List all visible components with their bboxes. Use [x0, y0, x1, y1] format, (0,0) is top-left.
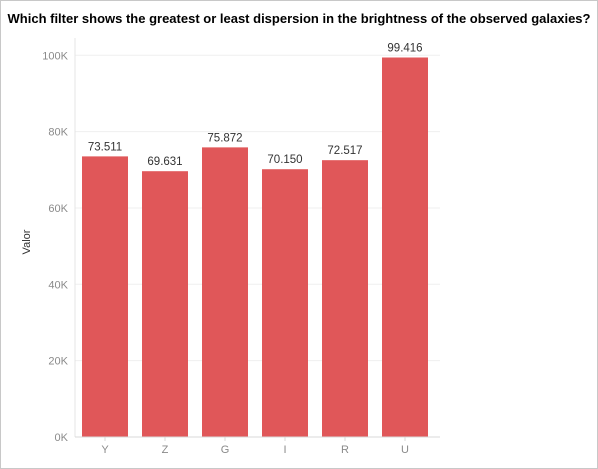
y-axis-title: Valor: [21, 229, 33, 254]
value-labels: 73.511 69.631 75.872 70.150 72.517 99.416: [88, 42, 423, 168]
x-tick-label-z: Z: [162, 444, 169, 456]
value-label-z: 69.631: [147, 156, 182, 168]
y-tick-label: 40K: [48, 279, 68, 291]
gridlines: [75, 54, 440, 362]
bar-u: [382, 57, 428, 438]
bars: [82, 57, 428, 438]
y-tick-label: 60K: [48, 203, 68, 215]
value-label-g: 75.872: [207, 132, 242, 144]
y-tick-label: 0K: [55, 432, 69, 444]
chart-title: Which filter shows the greatest or least…: [7, 11, 591, 26]
value-label-i: 70.150: [267, 154, 302, 166]
bar-i: [262, 169, 308, 437]
x-tick-label-u: U: [401, 444, 409, 456]
bar-r: [322, 160, 368, 437]
value-label-u: 99.416: [387, 42, 422, 54]
x-tick-label-y: Y: [101, 444, 109, 456]
bar-g: [202, 147, 248, 437]
x-tick-label-r: R: [341, 444, 349, 456]
y-tick-label: 80K: [48, 127, 68, 139]
x-tick-label-i: I: [283, 444, 286, 456]
axes: 0K 20K 40K 60K 80K 100K Y Z G I R U: [42, 38, 440, 456]
x-tick-label-g: G: [221, 444, 230, 456]
value-label-y: 73.511: [88, 141, 122, 153]
y-tick-label: 100K: [42, 50, 68, 62]
bar-z: [142, 171, 188, 437]
bar-y: [82, 156, 128, 437]
value-label-r: 72.517: [327, 145, 362, 157]
y-tick-label: 20K: [48, 356, 68, 368]
